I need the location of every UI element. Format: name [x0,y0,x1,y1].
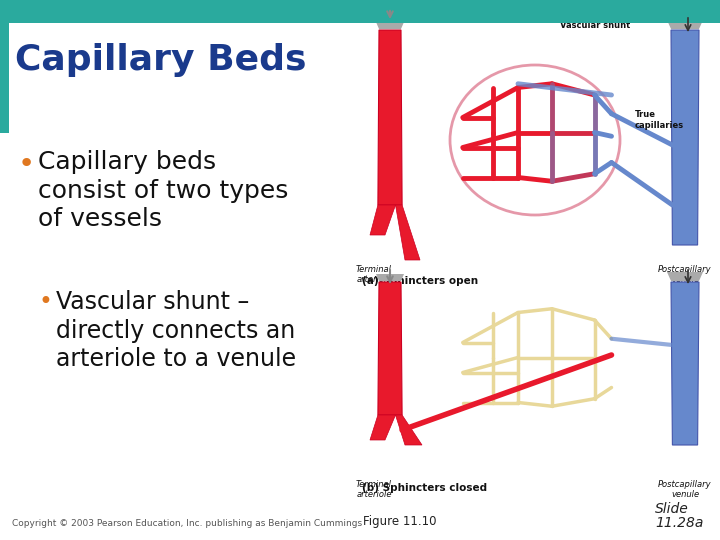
Polygon shape [378,282,402,415]
Text: Capillary Beds: Capillary Beds [15,43,307,77]
Polygon shape [376,22,404,29]
Text: Capillary beds
consist of two types
of vessels: Capillary beds consist of two types of v… [38,150,289,232]
Text: Postcapillary
venule: Postcapillary venule [658,480,712,500]
Text: (a) Sphincters open: (a) Sphincters open [362,276,478,286]
Text: Terminal
arteriole: Terminal arteriole [356,265,392,285]
Polygon shape [370,205,395,235]
Polygon shape [395,205,420,260]
Text: 11.28a: 11.28a [655,516,703,530]
Bar [0,0,720,23]
Text: Precapillary sphincters: Precapillary sphincters [450,11,560,20]
Polygon shape [667,272,703,281]
Polygon shape [376,274,404,281]
Text: Copyright © 2003 Pearson Education, Inc. publishing as Benjamin Cummings: Copyright © 2003 Pearson Education, Inc.… [12,519,362,528]
Polygon shape [370,415,395,440]
Text: •: • [18,150,35,178]
Text: Vascular shunt: Vascular shunt [560,21,630,30]
Polygon shape [395,415,422,445]
Bar [0,23,9,133]
Polygon shape [671,282,699,445]
Text: (b) Sphincters closed: (b) Sphincters closed [362,483,487,493]
Text: •: • [38,290,52,314]
Polygon shape [378,30,402,205]
Text: Vascular shunt –
directly connects an
arteriole to a venule: Vascular shunt – directly connects an ar… [56,290,296,372]
Text: Figure 11.10: Figure 11.10 [363,515,436,528]
Text: True
capillaries: True capillaries [635,110,684,130]
Text: Terminal
arteriole: Terminal arteriole [356,480,392,500]
Polygon shape [667,20,703,29]
Polygon shape [671,30,699,245]
Text: Postcapillary
venule: Postcapillary venule [658,265,712,285]
Text: Slide: Slide [655,502,689,516]
